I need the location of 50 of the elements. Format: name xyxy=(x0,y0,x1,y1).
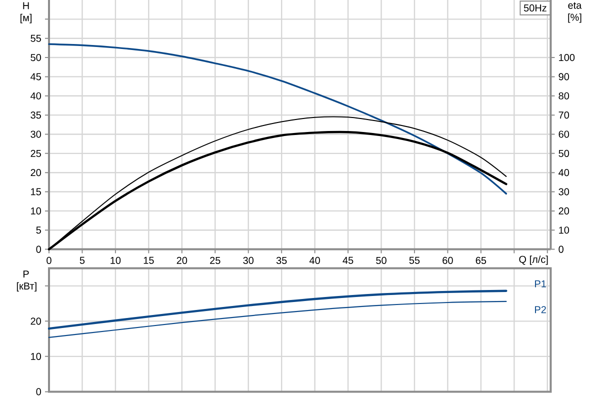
y-tick-label: 0 xyxy=(36,246,42,253)
line-series xyxy=(48,290,508,330)
x-tick-label: 55 xyxy=(409,256,420,264)
y-tick-label: 15 xyxy=(31,188,41,196)
y-tick-label: 10 xyxy=(31,352,41,360)
y2-tick-label: 100 xyxy=(559,54,575,62)
y-tick-label: 35 xyxy=(30,112,41,119)
x-axis-title: Q [л/с] xyxy=(519,256,548,265)
x-tick-label: 35 xyxy=(276,256,287,264)
y-tick-label: 5 xyxy=(36,226,41,234)
y2-tick-label: 80 xyxy=(558,92,570,100)
x-tick-label: 60 xyxy=(442,256,453,264)
y-tick-label: 30 xyxy=(30,130,41,138)
y-axis-title: P [кВт] xyxy=(16,270,36,292)
y-tick-label: 0 xyxy=(36,388,42,396)
text: P2 xyxy=(535,306,546,314)
x-tick-label: 15 xyxy=(144,256,154,264)
y2-tick-label: 30 xyxy=(558,188,570,196)
x-tick-label: 10 xyxy=(110,256,121,264)
x-tick-label: 45 xyxy=(342,256,354,264)
y2-tick-label: 50 xyxy=(558,150,570,157)
text: P1 xyxy=(535,280,546,288)
y2-tick-label: 90 xyxy=(558,73,570,80)
y2-tick-label: 70 xyxy=(558,112,570,119)
x-tick-label: 50 xyxy=(376,256,386,264)
y-tick-label: 25 xyxy=(30,150,41,157)
y-tick-label: 10 xyxy=(31,207,41,214)
y2-tick-label: 10 xyxy=(559,226,570,234)
y-tick-label: 40 xyxy=(30,92,41,100)
y-tick-label: 45 xyxy=(30,73,41,80)
x-tick-label: 40 xyxy=(309,256,320,264)
x-tick-label: 65 xyxy=(476,256,486,264)
y-tick-label: 20 xyxy=(30,169,41,176)
y-tick-label: 50 xyxy=(30,54,41,62)
y2-axis-title: eta [%] xyxy=(568,2,582,23)
y2-tick-label: 20 xyxy=(558,207,570,214)
y2-tick-label: 60 xyxy=(558,130,570,138)
y2-tick-label: 40 xyxy=(558,169,570,176)
x-tick-label: 5 xyxy=(80,256,85,264)
chart-title: 50Hz xyxy=(524,4,546,12)
x-tick-label: 0 xyxy=(46,256,52,264)
line-series xyxy=(48,43,508,195)
y-tick-label: 55 xyxy=(30,34,41,42)
x-tick-label: 25 xyxy=(210,256,220,264)
y-tick-label: 20 xyxy=(30,318,41,325)
y-axis-title: H [м] xyxy=(20,2,32,24)
y2-tick-label: 0 xyxy=(558,246,564,253)
line-series xyxy=(48,300,507,338)
x-tick-label: 30 xyxy=(243,256,254,264)
x-tick-label: 20 xyxy=(176,256,188,264)
